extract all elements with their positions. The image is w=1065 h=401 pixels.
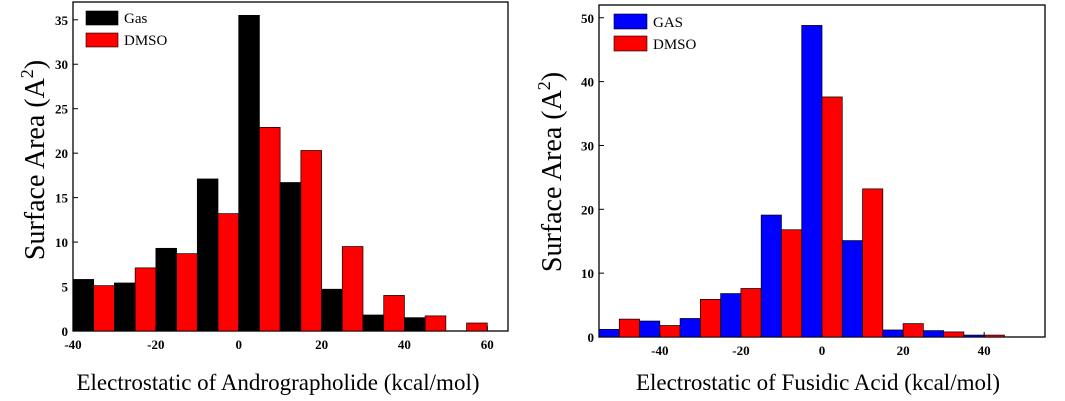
bar-gas--5 bbox=[196, 178, 219, 332]
bar-gas--35 bbox=[72, 279, 95, 332]
bar-gas-40 bbox=[963, 334, 985, 338]
bar-dmso-45 bbox=[424, 315, 447, 332]
y-axis-label-text: Surface Area (A bbox=[20, 77, 51, 260]
bar-dmso-40 bbox=[983, 334, 1005, 338]
bar-dmso-25 bbox=[341, 246, 364, 332]
bar-gas-0 bbox=[801, 25, 823, 338]
bar-dmso--40 bbox=[659, 325, 681, 338]
bar-dmso--25 bbox=[134, 267, 157, 332]
bar-gas--10 bbox=[760, 214, 782, 338]
bar-dmso--50 bbox=[618, 318, 640, 338]
y-tick-label: 50 bbox=[581, 11, 594, 26]
bar-dmso--35 bbox=[93, 285, 115, 332]
x-ticks-fusidic-acid: -40 -20 0 20 40 bbox=[651, 332, 991, 358]
x-tick-label: 40 bbox=[978, 343, 991, 358]
bar-gas-30 bbox=[923, 330, 944, 338]
x-axis-label-andrographolide: Electrostatic of Andrographolide (kcal/m… bbox=[76, 370, 479, 395]
bar-gas-20 bbox=[882, 329, 904, 338]
bar-gas-10 bbox=[841, 240, 863, 338]
y-tick-label: 30 bbox=[581, 138, 594, 153]
x-axis-label-fusidic-acid: Electrostatic of Fusidic Acid (kcal/mol) bbox=[636, 370, 1000, 395]
bar-gas-45 bbox=[404, 317, 426, 332]
bar-dmso-55 bbox=[466, 322, 488, 332]
y-tick-label: 0 bbox=[588, 330, 595, 345]
bar-dmso--5 bbox=[217, 213, 240, 332]
y-tick-label: 5 bbox=[62, 280, 69, 295]
x-tick-label: 20 bbox=[897, 343, 910, 358]
legend-swatch-dmso bbox=[85, 32, 119, 48]
bar-dmso-30 bbox=[943, 331, 965, 338]
y-tick-label: 30 bbox=[55, 57, 68, 72]
bar-dmso-10 bbox=[862, 188, 884, 338]
y-tick-label: 10 bbox=[55, 235, 68, 250]
bar-gas--25 bbox=[114, 282, 136, 332]
y-tick-label: 20 bbox=[581, 202, 594, 217]
x-tick-label: 0 bbox=[235, 337, 242, 352]
chart-andrographolide: -40 -20 0 20 40 60 0 5 10 15 20 25 30 35 Gas DMSO Su… bbox=[17, 1, 509, 395]
bar-dmso-0 bbox=[821, 96, 843, 338]
y-axis-label-superscript: 2 bbox=[17, 69, 37, 78]
y-tick-label: 15 bbox=[55, 191, 69, 206]
legend-label-dmso-fusidic: DMSO bbox=[653, 37, 697, 53]
bar-dmso--20 bbox=[740, 288, 762, 338]
bar-gas--15 bbox=[155, 247, 177, 332]
y-axis-label-andrographolide: Surface Area (A2) bbox=[17, 60, 51, 260]
y-axis-label-close: ) bbox=[537, 72, 568, 81]
bar-gas-5 bbox=[238, 14, 260, 332]
bars-fusidic-acid bbox=[598, 25, 1005, 338]
bar-dmso-20 bbox=[902, 323, 924, 338]
x-tick-label: -20 bbox=[732, 343, 749, 358]
bar-dmso-15 bbox=[300, 150, 322, 332]
legend-swatch-gas bbox=[85, 10, 119, 26]
x-tick-label: -20 bbox=[147, 337, 164, 352]
legend-label-gas-fusidic: GAS bbox=[653, 15, 683, 31]
bar-dmso--30 bbox=[700, 298, 721, 338]
bar-gas--20 bbox=[720, 293, 742, 338]
bar-gas-25 bbox=[321, 288, 343, 332]
bar-dmso-5 bbox=[259, 127, 281, 332]
bar-gas--50 bbox=[598, 328, 620, 338]
bar-dmso--10 bbox=[781, 229, 803, 338]
legend-swatch-dmso-fusidic bbox=[613, 35, 648, 52]
bar-gas-35 bbox=[362, 314, 385, 332]
legend-swatch-gas-fusidic bbox=[613, 13, 648, 30]
y-tick-label: 0 bbox=[62, 324, 69, 339]
x-ticks-andrographolide: -40 -20 0 20 40 60 bbox=[64, 326, 494, 352]
y-axis-label-text: Surface Area (A bbox=[537, 89, 568, 272]
legend-label-gas: Gas bbox=[124, 11, 147, 27]
x-tick-label: 20 bbox=[315, 337, 328, 352]
legend-andrographolide: Gas DMSO bbox=[85, 10, 168, 49]
y-tick-label: 10 bbox=[581, 266, 594, 281]
y-axis-label-superscript: 2 bbox=[534, 81, 554, 90]
legend-label-dmso: DMSO bbox=[124, 33, 168, 49]
x-tick-label: 0 bbox=[819, 343, 826, 358]
legend-fusidic-acid: GAS DMSO bbox=[613, 13, 697, 53]
y-tick-label: 40 bbox=[581, 75, 594, 90]
x-tick-label: -40 bbox=[64, 337, 81, 352]
x-tick-label: -40 bbox=[651, 343, 668, 358]
y-tick-label: 25 bbox=[55, 102, 69, 117]
y-ticks-andrographolide: 0 5 10 15 20 25 30 35 bbox=[55, 13, 78, 339]
y-axis-label-close: ) bbox=[20, 60, 51, 69]
bar-dmso-35 bbox=[383, 295, 405, 332]
bar-dmso--15 bbox=[176, 253, 198, 332]
bar-gas-15 bbox=[279, 182, 302, 332]
bar-gas--30 bbox=[679, 318, 701, 338]
y-tick-label: 20 bbox=[55, 146, 68, 161]
y-axis-label-fusidic-acid: Surface Area (A2) bbox=[534, 72, 568, 272]
chart-fusidic-acid: -40 -20 0 20 40 0 10 20 30 40 50 GAS DMSO Surface… bbox=[534, 4, 1046, 395]
x-tick-label: 40 bbox=[398, 337, 411, 352]
x-tick-label: 60 bbox=[481, 337, 494, 352]
bars-andrographolide bbox=[72, 14, 488, 332]
y-tick-label: 35 bbox=[55, 13, 69, 28]
bar-gas--40 bbox=[639, 320, 661, 338]
y-ticks-fusidic-acid: 0 10 20 30 40 50 bbox=[581, 11, 604, 345]
